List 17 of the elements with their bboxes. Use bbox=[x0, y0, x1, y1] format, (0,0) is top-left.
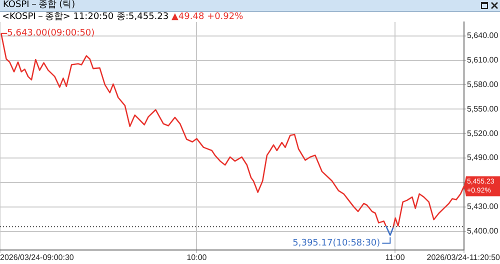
y-tick-label: 5,550.00 bbox=[467, 104, 499, 114]
chart-title: KOSPI－종합 (틱) bbox=[2, 0, 76, 10]
y-tick-label: 5,430.00 bbox=[467, 202, 499, 212]
annotation: 5,395.17(10:58:30) bbox=[292, 238, 380, 249]
annotation: ▲49.48 +0.92% bbox=[171, 12, 244, 22]
x-tick-label: 11:00 bbox=[385, 253, 406, 262]
y-tick-label: 5,580.00 bbox=[467, 80, 499, 89]
y-tick-label: 5,400.00 bbox=[467, 226, 499, 236]
y-tick-label: 5,610.00 bbox=[467, 55, 499, 64]
y-tick-label: 5,640.00 bbox=[467, 31, 499, 40]
x-tick-label: 2026/03/24-11:20:50 bbox=[426, 253, 500, 262]
y-tick-label: 5,520.00 bbox=[467, 128, 499, 138]
x-tick-label: 2026/03/24-09:00:30 bbox=[0, 253, 74, 262]
x-tick-label: 10:00 bbox=[186, 253, 208, 262]
annotation: 5,643.00(09:00:50) bbox=[7, 28, 95, 39]
chart-subtitle: <KOSPI－종합> 11:20:50 종:5,455.23 bbox=[2, 12, 170, 22]
y-tick-label: 5,490.00 bbox=[467, 153, 499, 162]
